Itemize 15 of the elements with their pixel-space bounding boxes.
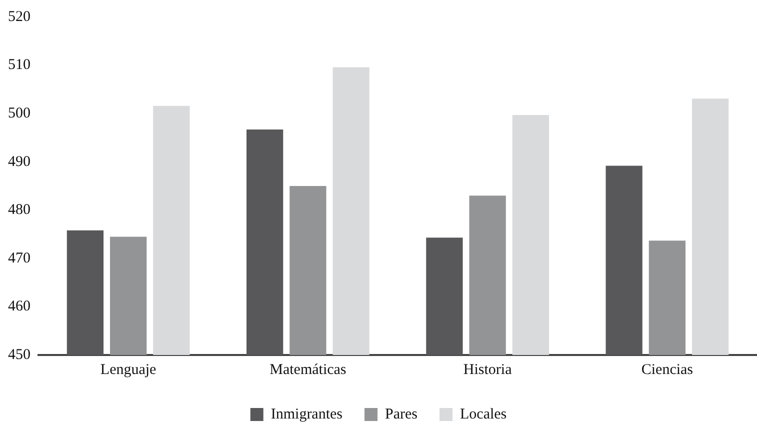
y-tick-label: 500	[8, 106, 30, 122]
x-tick-label: Matemáticas	[270, 362, 346, 378]
x-tick-label: Lenguaje	[100, 362, 157, 378]
y-tick-label: 490	[8, 154, 30, 170]
y-tick-label: 470	[8, 250, 30, 266]
y-tick-label: 510	[8, 57, 30, 74]
y-tick-label: 520	[8, 8, 30, 25]
x-tick-label: Historia	[463, 362, 512, 378]
legend-label: Locales	[460, 406, 507, 422]
y-tick-label: 460	[8, 298, 30, 315]
legend-label: Inmigrantes	[270, 406, 343, 422]
x-tick-label: Ciencias	[641, 362, 694, 378]
y-tick-label: 480	[8, 202, 30, 218]
legend-label: Pares	[385, 406, 418, 422]
y-tick-label: 450	[8, 346, 30, 363]
